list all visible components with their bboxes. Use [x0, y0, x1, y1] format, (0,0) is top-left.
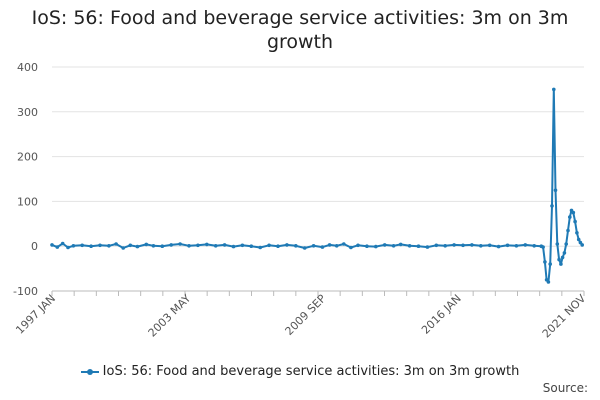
- data-point[interactable]: [505, 243, 510, 248]
- data-point[interactable]: [571, 210, 576, 215]
- x-tick-label: 1997 JAN: [13, 292, 58, 337]
- data-point[interactable]: [452, 243, 456, 247]
- x-tick-label: 2009 SEP: [283, 292, 329, 338]
- data-point[interactable]: [222, 243, 227, 247]
- data-point[interactable]: [107, 244, 111, 248]
- data-point[interactable]: [240, 243, 245, 248]
- data-point[interactable]: [114, 242, 118, 246]
- data-point[interactable]: [575, 231, 579, 235]
- data-point[interactable]: [566, 228, 570, 233]
- data-point[interactable]: [349, 245, 353, 250]
- data-point[interactable]: [60, 241, 65, 246]
- data-point[interactable]: [302, 246, 307, 250]
- y-tick-label: 400: [17, 61, 38, 74]
- chart-title: IoS: 56: Food and beverage service activ…: [31, 7, 569, 53]
- data-point[interactable]: [276, 244, 280, 248]
- data-point[interactable]: [196, 243, 200, 248]
- data-point[interactable]: [144, 242, 149, 247]
- data-point[interactable]: [356, 243, 360, 248]
- chart-legend[interactable]: IoS: 56: Food and beverage service activ…: [0, 364, 600, 379]
- data-point[interactable]: [543, 260, 547, 264]
- data-point[interactable]: [160, 244, 165, 248]
- data-point[interactable]: [541, 245, 545, 249]
- data-point[interactable]: [461, 243, 465, 248]
- data-point[interactable]: [553, 188, 558, 192]
- data-point[interactable]: [258, 245, 263, 250]
- data-point[interactable]: [169, 243, 173, 247]
- data-point[interactable]: [560, 255, 565, 260]
- data-point[interactable]: [365, 244, 369, 248]
- x-tick-label: 2003 MAY: [146, 292, 194, 340]
- data-point[interactable]: [425, 245, 430, 249]
- data-point[interactable]: [573, 219, 577, 224]
- data-point[interactable]: [443, 244, 448, 248]
- data-point[interactable]: [89, 244, 93, 248]
- data-point[interactable]: [470, 243, 474, 247]
- data-point[interactable]: [514, 244, 519, 248]
- data-point[interactable]: [205, 242, 209, 247]
- data-point[interactable]: [496, 244, 501, 249]
- data-point[interactable]: [128, 243, 133, 248]
- data-point[interactable]: [407, 244, 412, 248]
- data-point[interactable]: [555, 242, 560, 246]
- data-point[interactable]: [66, 245, 70, 250]
- data-point[interactable]: [267, 243, 271, 248]
- y-tick-label: 100: [17, 195, 38, 208]
- data-point[interactable]: [121, 246, 125, 250]
- data-point[interactable]: [523, 243, 528, 247]
- data-point[interactable]: [334, 244, 339, 248]
- data-point[interactable]: [327, 243, 332, 247]
- data-point[interactable]: [487, 243, 492, 248]
- data-point[interactable]: [562, 251, 567, 255]
- data-point[interactable]: [479, 244, 483, 248]
- data-point[interactable]: [178, 242, 182, 246]
- data-point[interactable]: [50, 243, 54, 247]
- data-point[interactable]: [559, 262, 563, 266]
- data-point[interactable]: [320, 245, 325, 249]
- data-point[interactable]: [576, 237, 581, 242]
- data-point[interactable]: [546, 280, 551, 284]
- data-point[interactable]: [342, 242, 346, 246]
- data-point[interactable]: [135, 244, 140, 249]
- data-point[interactable]: [71, 244, 76, 248]
- data-point[interactable]: [382, 243, 387, 247]
- data-point[interactable]: [550, 204, 554, 208]
- data-point[interactable]: [374, 244, 378, 249]
- data-point[interactable]: [580, 243, 584, 247]
- legend-swatch: [80, 367, 99, 377]
- data-point[interactable]: [98, 243, 102, 248]
- y-tick-label: 300: [17, 106, 38, 119]
- data-point[interactable]: [434, 243, 439, 248]
- data-point[interactable]: [55, 245, 60, 249]
- data-point[interactable]: [532, 244, 536, 248]
- data-point[interactable]: [416, 244, 421, 248]
- data-point[interactable]: [213, 244, 218, 248]
- data-point[interactable]: [80, 243, 84, 248]
- x-tick-label: 2016 JAN: [419, 292, 464, 337]
- data-point[interactable]: [557, 257, 561, 262]
- data-point[interactable]: [548, 262, 552, 266]
- data-point[interactable]: [151, 244, 156, 248]
- data-point[interactable]: [568, 215, 572, 219]
- data-point[interactable]: [249, 244, 254, 248]
- y-tick-label: 0: [31, 240, 38, 253]
- y-tick-label: -100: [13, 285, 38, 298]
- data-point[interactable]: [285, 243, 289, 247]
- series-line: [51, 88, 583, 283]
- data-point[interactable]: [564, 242, 568, 246]
- data-point[interactable]: [187, 244, 191, 248]
- y-tick-label: 200: [17, 151, 38, 164]
- data-point[interactable]: [294, 244, 298, 248]
- data-point[interactable]: [552, 87, 556, 92]
- data-point[interactable]: [391, 244, 396, 248]
- legend-label: IoS: 56: Food and beverage service activ…: [102, 364, 520, 379]
- data-point[interactable]: [398, 242, 403, 247]
- data-point[interactable]: [231, 244, 236, 249]
- data-point[interactable]: [311, 244, 316, 248]
- x-tick-label: 2021 NOV: [540, 292, 589, 341]
- source-label: Source:: [542, 381, 588, 395]
